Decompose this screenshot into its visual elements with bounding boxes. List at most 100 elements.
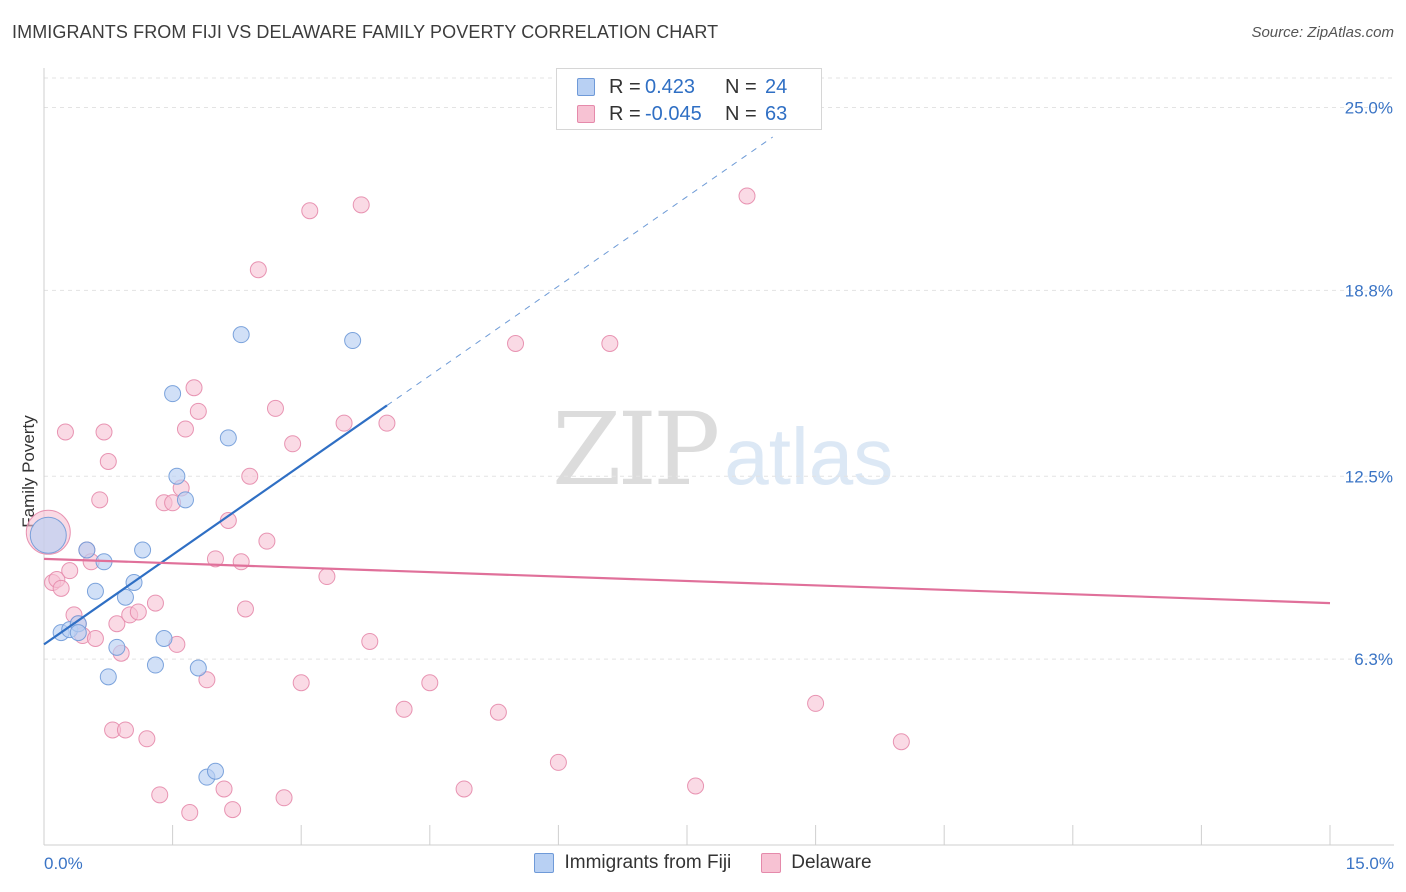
delaware-point: [232, 553, 250, 571]
legend-item-fiji[interactable]: Immigrants from Fiji: [534, 852, 731, 874]
delaware-point: [56, 423, 74, 441]
x-tick-label: 0.0%: [44, 854, 83, 873]
fiji-point: [29, 516, 67, 554]
fiji-point: [232, 326, 250, 344]
delaware-point: [292, 674, 310, 692]
delaware-point: [687, 777, 705, 795]
delaware-point: [489, 703, 507, 721]
fiji-trend-line: [43, 404, 388, 646]
watermark: ZIP atlas: [552, 400, 893, 507]
delaware-point: [206, 550, 224, 568]
legend-row-delaware: R = -0.045 N = 63: [577, 102, 787, 126]
delaware-point: [95, 423, 113, 441]
watermark-zip: ZIP: [552, 391, 720, 508]
delaware-legend-label: Delaware: [791, 852, 872, 873]
y-tick-label: 18.8%: [1345, 281, 1393, 300]
fiji-point: [99, 668, 117, 686]
delaware-point: [249, 261, 267, 279]
legend-item-delaware[interactable]: Delaware: [761, 852, 872, 874]
fiji-legend-swatch: [534, 853, 555, 873]
delaware-n-label: N =: [725, 102, 757, 125]
correlation-legend: R = 0.423 N = 24 R = -0.045 N = 63: [556, 68, 822, 130]
delaware-r-label: R =: [609, 102, 641, 125]
fiji-r-value: 0.423: [645, 75, 696, 98]
delaware-point: [99, 453, 117, 470]
delaware-point: [181, 804, 199, 822]
fiji-point: [189, 659, 207, 677]
delaware-point: [176, 420, 194, 438]
delaware-point: [52, 579, 70, 597]
legend-row-fiji: R = 0.423 N = 24: [577, 75, 787, 99]
delaware-point: [198, 671, 216, 689]
y-tick-label: 12.5%: [1345, 467, 1393, 486]
fiji-point: [344, 332, 362, 350]
fiji-point: [134, 541, 152, 559]
fiji-point: [146, 656, 164, 674]
delaware-trend-line: [43, 557, 1331, 605]
fiji-legend-label: Immigrants from Fiji: [564, 852, 732, 873]
source-label: Source: ZipAtlas.com: [1251, 24, 1394, 41]
y-tick-label: 6.3%: [1354, 650, 1393, 669]
delaware-point: [61, 562, 79, 580]
delaware-point: [86, 630, 104, 647]
delaware-point: [189, 402, 207, 420]
fiji-swatch: [577, 78, 595, 96]
chart-title: IMMIGRANTS FROM FIJI VS DELAWARE FAMILY …: [12, 22, 719, 42]
delaware-point: [395, 700, 413, 718]
fiji-n-value: 24: [765, 75, 788, 98]
fiji-point: [176, 491, 194, 509]
delaware-point: [549, 753, 567, 771]
fiji-point: [69, 624, 87, 642]
fiji-r-label: R =: [609, 75, 641, 98]
delaware-point: [275, 789, 293, 807]
delaware-point: [138, 730, 156, 748]
delaware-point: [129, 603, 147, 621]
delaware-point: [361, 632, 379, 650]
fiji-point: [206, 762, 224, 780]
y-tick-label: 25.0%: [1345, 99, 1393, 118]
delaware-point: [284, 435, 302, 453]
delaware-point: [807, 694, 825, 712]
fiji-point: [116, 588, 134, 606]
series-legend: Immigrants from Fiji Delaware: [0, 852, 1406, 874]
fiji-point: [108, 638, 126, 656]
delaware-point: [108, 615, 126, 633]
fiji-point: [164, 385, 182, 403]
fiji-point: [155, 630, 173, 647]
delaware-legend-swatch: [761, 853, 782, 873]
delaware-r-value: -0.045: [645, 102, 702, 125]
fiji-point: [86, 582, 104, 600]
delaware-swatch: [577, 105, 595, 123]
delaware-point: [146, 594, 164, 612]
delaware-point: [258, 532, 276, 550]
y-axis-label: Family Poverty: [19, 415, 38, 528]
delaware-point: [335, 414, 353, 432]
delaware-point: [738, 187, 756, 205]
delaware-point: [224, 801, 242, 819]
fiji-n-label: N =: [725, 75, 757, 98]
delaware-point: [421, 674, 439, 692]
delaware-point: [236, 600, 254, 618]
delaware-point: [116, 721, 134, 739]
fiji-point: [168, 467, 186, 485]
delaware-point: [378, 414, 396, 432]
fiji-trend-extension: [386, 136, 774, 406]
watermark-atlas: atlas: [724, 412, 894, 501]
delaware-point: [185, 379, 203, 397]
delaware-point: [507, 335, 525, 352]
fiji-point: [78, 541, 96, 559]
delaware-n-value: 63: [765, 102, 788, 125]
delaware-point: [352, 196, 370, 214]
delaware-point: [241, 467, 259, 485]
delaware-point: [151, 786, 169, 804]
delaware-point: [91, 491, 109, 509]
delaware-point: [455, 780, 473, 798]
delaware-point: [601, 335, 619, 352]
delaware-point: [266, 399, 284, 417]
fiji-point: [219, 429, 237, 447]
delaware-point: [301, 202, 319, 220]
delaware-point: [318, 568, 336, 586]
delaware-point: [215, 780, 233, 798]
x-tick-label: 15.0%: [1346, 854, 1394, 873]
